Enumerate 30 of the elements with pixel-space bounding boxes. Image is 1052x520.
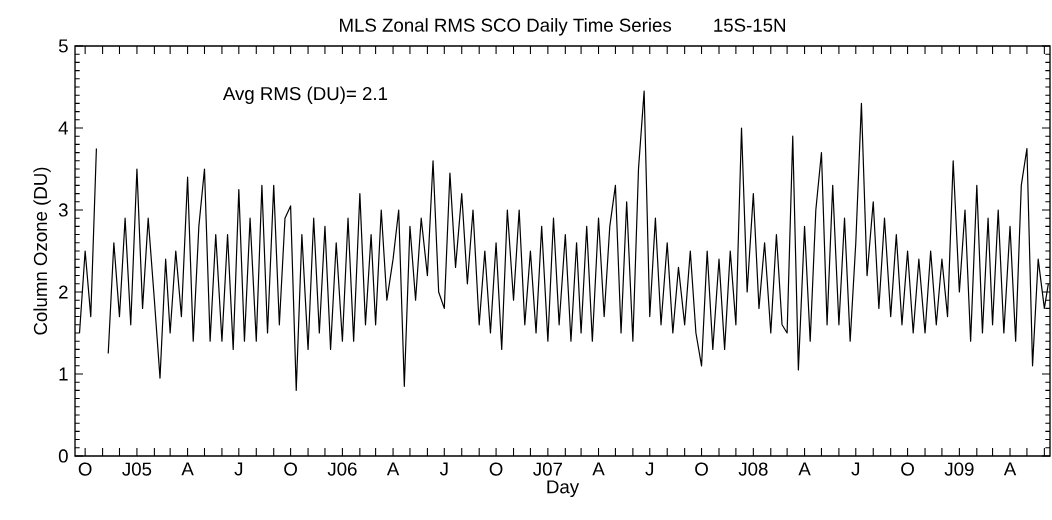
- chart-subtitle: 15S-15N: [714, 18, 785, 32]
- y-axis-title: Column Ozone (DU): [33, 167, 51, 335]
- x-tick-label: J: [645, 462, 654, 476]
- x-tick-label: O: [695, 462, 708, 476]
- x-tick-label: J08: [738, 462, 768, 476]
- x-tick-label: J05: [122, 462, 152, 476]
- x-tick-label: A: [592, 462, 605, 476]
- x-tick-label: O: [901, 462, 914, 476]
- x-tick-label: A: [798, 462, 811, 476]
- x-tick-label: J: [439, 462, 448, 476]
- x-tick-label: A: [1003, 462, 1017, 476]
- chart-title: MLS Zonal RMS SCO Daily Time Series: [340, 18, 672, 36]
- x-tick-label: J09: [944, 462, 974, 476]
- y-tick-label: 4: [58, 121, 68, 135]
- x-tick-label: J06: [327, 462, 357, 476]
- x-tick-label: J07: [533, 462, 562, 476]
- x-tick-label: O: [489, 462, 503, 476]
- x-tick-label: O: [284, 462, 297, 476]
- y-tick-label: 1: [59, 367, 68, 381]
- x-tick-label: J: [234, 462, 243, 476]
- y-tick-label: 2: [59, 285, 68, 299]
- y-tick-label: 5: [58, 39, 68, 53]
- x-tick-label: J: [851, 462, 860, 476]
- y-tick-label: 0: [58, 449, 68, 463]
- x-tick-label: A: [386, 462, 400, 476]
- x-tick-label: A: [181, 462, 194, 476]
- x-tick-label: O: [78, 462, 92, 476]
- x-axis-title: Day: [547, 480, 580, 498]
- annotation: Avg RMS (DU)= 2.1: [222, 86, 388, 104]
- y-tick-label: 3: [58, 203, 68, 217]
